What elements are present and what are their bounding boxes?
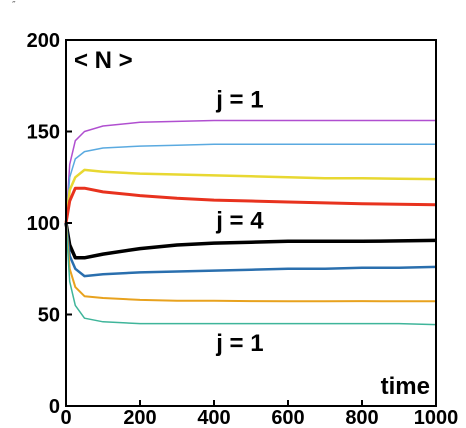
x-axis-label: time [381,373,430,400]
series-line-6 [64,222,437,278]
series-layer [64,119,437,326]
y-axis-label: < N > [74,47,133,74]
x-tick-label: 800 [345,407,378,428]
ticks-layer: 0 200 400 600 800 1000 0 50 100 150 200 [27,30,459,428]
series-annotation: j = 1 [215,330,263,357]
series-annotation: j = 1 [215,87,263,114]
y-tick-label: 50 [38,305,60,327]
series-line-2 [65,143,436,224]
x-tick-label: 400 [197,407,230,428]
series-line-8 [65,222,437,326]
x-tick-label: 0 [60,407,71,428]
series-line-1 [65,119,436,224]
series-line-7 [65,222,436,303]
series-line-5 [64,222,437,260]
y-tick-label: 150 [27,122,60,144]
x-tick-label: 200 [123,407,156,428]
series-line-3 [64,168,437,224]
series-annotation: j = 4 [215,207,264,234]
corner-mark: ″ [12,0,16,11]
x-tick-label: 600 [271,407,304,428]
y-tick-label: 100 [27,213,60,235]
series-line-4 [64,186,437,224]
x-tick-label: 1000 [414,407,459,428]
y-tick-label: 0 [49,396,60,418]
labels-layer: < N > time j = 1 j = 4 j = 1 [74,47,430,400]
y-tick-label: 200 [27,30,60,52]
